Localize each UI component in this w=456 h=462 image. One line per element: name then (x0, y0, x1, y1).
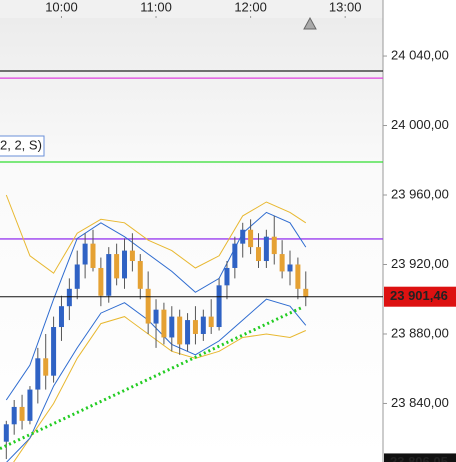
last-price-label: 23 901,46 (390, 288, 448, 303)
candle-body (11, 406, 17, 425)
candle-body (3, 424, 9, 442)
candle-body (232, 243, 238, 268)
candle-body (161, 309, 167, 338)
candle-body (177, 316, 183, 345)
candle-body (192, 320, 198, 334)
y-tick-label: 23 880,00 (391, 325, 449, 340)
y-tick-label: 24 000,00 (391, 117, 449, 132)
candle-body (27, 389, 33, 421)
x-tick-label: 11:00 (140, 0, 172, 14)
candle-body (216, 285, 222, 328)
y-tick-label: 23 960,00 (391, 186, 449, 201)
candle-body (137, 261, 143, 289)
candle-body (271, 236, 277, 255)
candle-body (82, 243, 88, 265)
now-marker (303, 16, 317, 30)
candle-body (51, 327, 57, 376)
candle-body (145, 288, 151, 324)
candle-body (240, 229, 246, 244)
time-axis (0, 0, 383, 18)
band-line (5, 194, 307, 274)
candle-body (114, 254, 120, 279)
candle-body (98, 267, 104, 296)
indicator-box (0, 135, 45, 157)
candle-body (90, 243, 96, 268)
band-line (13, 316, 307, 462)
candle-body (129, 250, 135, 262)
corner-price-box (384, 453, 456, 462)
candle-body (185, 320, 191, 345)
band-line (5, 211, 307, 401)
candle-body (287, 264, 293, 272)
candle-body (74, 264, 80, 289)
plot-area (0, 18, 383, 462)
candle-body (43, 358, 49, 376)
candle-body (66, 288, 72, 307)
candle-body (169, 316, 175, 338)
y-tick-label: 23 840,00 (391, 395, 449, 410)
candle-body (19, 406, 25, 421)
band-line (6, 298, 307, 462)
indicator-label: 2, 2, S) (0, 137, 42, 152)
y-tick-label: 24 040,00 (391, 47, 449, 62)
candle-body (106, 254, 112, 296)
candle-body (303, 288, 309, 297)
candle-body (58, 306, 64, 328)
candle-body (248, 229, 254, 248)
candle-body (153, 309, 159, 324)
candle-body (263, 236, 269, 262)
candle-body (224, 267, 230, 286)
candle-body (208, 316, 214, 328)
candle-body (122, 250, 128, 279)
candle-body (295, 264, 301, 289)
candle-body (200, 316, 206, 334)
corner-price-label: 23 806,05 (390, 454, 448, 462)
y-tick-label: 23 920,00 (391, 256, 449, 271)
candle-body (279, 254, 285, 272)
last-price-box (384, 286, 456, 307)
trend-line (0, 306, 302, 450)
x-tick-label: 12:00 (234, 0, 267, 14)
x-tick-label: 10:00 (45, 0, 78, 14)
candle-body (255, 247, 261, 262)
candle-body (35, 358, 41, 390)
x-tick-label: 13:00 (329, 0, 362, 14)
